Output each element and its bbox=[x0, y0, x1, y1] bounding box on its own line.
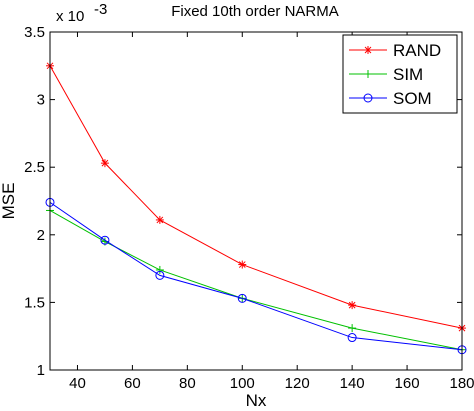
legend-marker-rand bbox=[364, 46, 372, 54]
y-multiplier-exponent: -3 bbox=[94, 1, 107, 18]
y-tick-label: 2.5 bbox=[24, 159, 45, 176]
data-point-som-3-shape bbox=[237, 293, 247, 303]
axis-ticks: 40 60 80 100 120 140 160 180 1 1.5 2 2.5 3 3.5 bbox=[24, 24, 474, 392]
y-tick-label: 1 bbox=[37, 362, 45, 379]
x-tick-label: 180 bbox=[449, 375, 474, 392]
data-point-som-4-shape bbox=[347, 333, 357, 343]
plot-marks bbox=[45, 61, 467, 355]
x-tick-label: 160 bbox=[395, 375, 420, 392]
y-multiplier: x 10 -3 bbox=[56, 1, 107, 25]
data-point-som-2-shape bbox=[155, 270, 165, 280]
data-point-sim-2 bbox=[155, 265, 164, 274]
legend-marker-som bbox=[363, 93, 373, 103]
legend: RAND SIM SOM bbox=[342, 34, 458, 114]
y-axis-title: MSE bbox=[0, 183, 18, 220]
data-point-som-1 bbox=[100, 235, 110, 245]
series-line-som bbox=[49, 201, 463, 351]
plot-frame bbox=[49, 31, 463, 371]
legend-label-rand: RAND bbox=[393, 41, 441, 60]
legend-label-som: SOM bbox=[393, 89, 432, 108]
data-point-sim-4 bbox=[348, 324, 357, 333]
y-tick-label: 2 bbox=[37, 227, 45, 244]
data-point-rand-2 bbox=[155, 215, 164, 224]
x-tick-label: 40 bbox=[69, 375, 86, 392]
x-tick-label: 120 bbox=[285, 375, 310, 392]
data-point-som-3 bbox=[237, 293, 247, 303]
data-point-rand-4-d2 bbox=[348, 301, 356, 309]
y-tick-label: 3.5 bbox=[24, 24, 45, 41]
x-tick-label: 100 bbox=[230, 375, 255, 392]
data-point-som-4 bbox=[347, 333, 357, 343]
chart-title: Fixed 10th order NARMA bbox=[171, 3, 339, 20]
legend-label-sim: SIM bbox=[393, 65, 423, 84]
x-tick-label: 80 bbox=[179, 375, 196, 392]
data-point-rand-4 bbox=[348, 301, 357, 310]
y-tick-label: 1.5 bbox=[24, 294, 45, 311]
data-point-rand-1-d2 bbox=[101, 159, 109, 167]
data-point-rand-2-d2 bbox=[156, 216, 164, 224]
data-point-rand-3-d2 bbox=[238, 261, 246, 268]
x-axis-title: Nx bbox=[246, 391, 267, 410]
series-line-rand bbox=[49, 65, 463, 329]
x-tick-label: 60 bbox=[124, 375, 141, 392]
legend-marker-som-shape bbox=[363, 93, 373, 103]
y-tick-label: 3 bbox=[37, 92, 45, 109]
y-multiplier-base: x 10 bbox=[56, 8, 84, 25]
data-point-som-2 bbox=[155, 270, 165, 280]
data-point-som-1-shape bbox=[100, 235, 110, 245]
legend-marker-sim bbox=[364, 70, 372, 78]
x-tick-label: 140 bbox=[340, 375, 365, 392]
series-line-sim bbox=[49, 210, 463, 351]
data-point-rand-3 bbox=[238, 260, 247, 269]
legend-marker-rand-d2 bbox=[364, 46, 372, 54]
data-point-rand-1 bbox=[100, 159, 109, 168]
